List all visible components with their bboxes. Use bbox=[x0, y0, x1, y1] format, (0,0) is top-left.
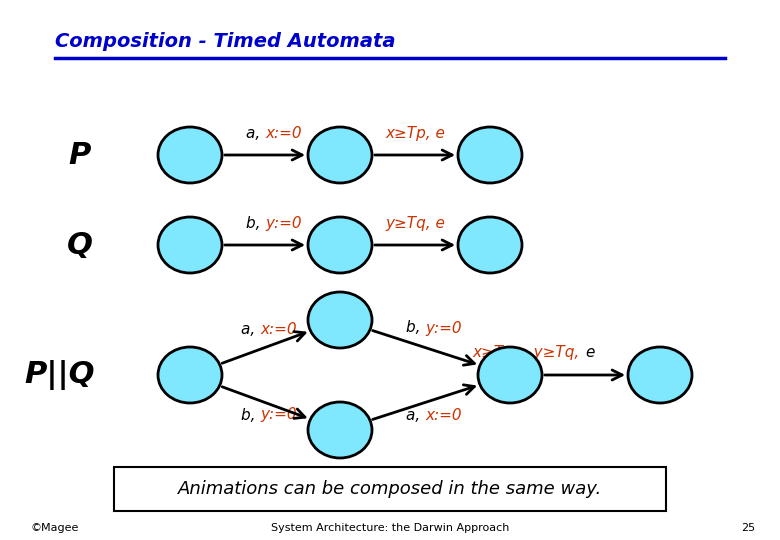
Text: x:=0: x:=0 bbox=[265, 126, 302, 141]
Text: y:=0: y:=0 bbox=[425, 321, 462, 335]
Text: 25: 25 bbox=[741, 523, 755, 533]
Ellipse shape bbox=[308, 292, 372, 348]
Ellipse shape bbox=[308, 127, 372, 183]
Text: a,: a, bbox=[246, 126, 265, 141]
Text: Composition - Timed Automata: Composition - Timed Automata bbox=[55, 32, 395, 51]
Ellipse shape bbox=[458, 127, 522, 183]
Text: Q: Q bbox=[67, 231, 93, 260]
Text: a,: a, bbox=[241, 322, 260, 338]
Ellipse shape bbox=[308, 402, 372, 458]
Ellipse shape bbox=[628, 347, 692, 403]
Text: b,: b, bbox=[240, 408, 260, 422]
Ellipse shape bbox=[308, 217, 372, 273]
Text: Animations can be composed in the same way.: Animations can be composed in the same w… bbox=[178, 480, 602, 498]
Text: System Architecture: the Darwin Approach: System Architecture: the Darwin Approach bbox=[271, 523, 509, 533]
Ellipse shape bbox=[458, 217, 522, 273]
Text: P: P bbox=[69, 140, 91, 170]
Text: e: e bbox=[585, 345, 594, 360]
Ellipse shape bbox=[158, 127, 222, 183]
Text: y:=0: y:=0 bbox=[260, 408, 296, 422]
Text: x:=0: x:=0 bbox=[260, 322, 296, 338]
Text: b,: b, bbox=[406, 321, 425, 335]
Text: x≥Tp ∧ y≥Tq,: x≥Tp ∧ y≥Tq, bbox=[473, 345, 585, 360]
FancyBboxPatch shape bbox=[114, 467, 666, 511]
Text: b,: b, bbox=[246, 216, 265, 231]
Text: a,: a, bbox=[406, 408, 425, 422]
Text: P||Q: P||Q bbox=[25, 360, 95, 390]
Text: x:=0: x:=0 bbox=[425, 408, 462, 422]
Ellipse shape bbox=[158, 347, 222, 403]
Ellipse shape bbox=[478, 347, 542, 403]
Ellipse shape bbox=[158, 217, 222, 273]
Text: x≥Tp, e: x≥Tp, e bbox=[385, 126, 445, 141]
Text: y≥Tq, e: y≥Tq, e bbox=[385, 216, 445, 231]
Text: y:=0: y:=0 bbox=[265, 216, 302, 231]
Text: ©Magee: ©Magee bbox=[30, 523, 78, 533]
